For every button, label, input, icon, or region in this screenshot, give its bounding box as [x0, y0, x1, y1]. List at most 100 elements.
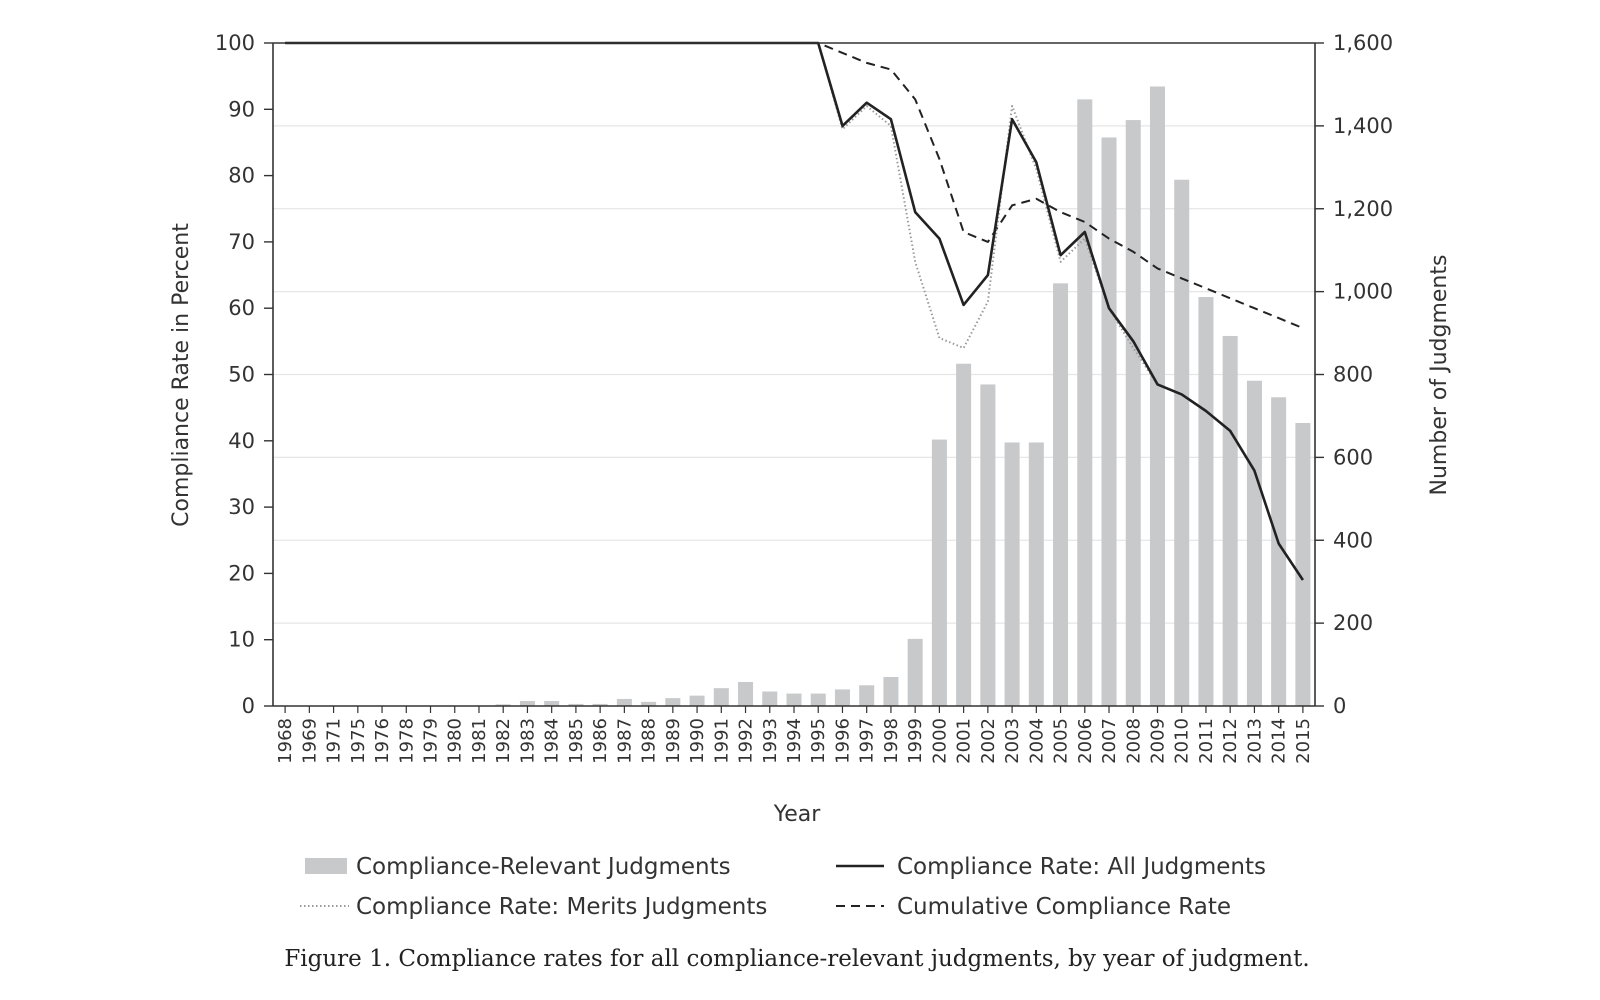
bar-1985 — [568, 703, 584, 706]
bar-2003 — [1004, 442, 1020, 706]
bar-2008 — [1125, 120, 1141, 707]
legend-swatch-bars — [305, 858, 347, 874]
x-tick-label: 1991 — [711, 718, 732, 764]
legend-label-all-judgments: Compliance Rate: All Judgments — [897, 854, 1266, 880]
y-tick-label-right: 200 — [1333, 611, 1373, 635]
bar-1997 — [859, 685, 875, 706]
bar-1990 — [689, 695, 705, 706]
x-tick-label: 2009 — [1148, 718, 1169, 764]
x-tick-label: 1982 — [493, 718, 514, 764]
bar-1995 — [810, 693, 826, 706]
x-tick-label: 2013 — [1244, 718, 1265, 764]
x-tick-label: 2002 — [978, 718, 999, 764]
bar-2010 — [1174, 179, 1190, 706]
x-tick-label: 2003 — [1002, 718, 1023, 764]
x-tick-label: 1998 — [881, 718, 902, 764]
bar-2011 — [1198, 297, 1214, 706]
y-tick-label-left: 0 — [242, 694, 255, 718]
bar-1982 — [495, 704, 511, 706]
x-tick-label: 1994 — [784, 718, 805, 764]
x-tick-label: 1993 — [760, 718, 781, 764]
bar-2015 — [1295, 422, 1311, 706]
bar-2014 — [1271, 397, 1287, 706]
y-tick-label-right: 1,400 — [1333, 114, 1393, 138]
bar-2005 — [1053, 283, 1069, 706]
bar-2007 — [1101, 137, 1117, 707]
x-tick-label: 1988 — [639, 718, 660, 764]
y-tick-label-left: 80 — [228, 164, 255, 188]
bar-1994 — [786, 693, 802, 706]
y-axis-title-left: Compliance Rate in Percent — [169, 223, 194, 527]
y-tick-label-right: 0 — [1333, 694, 1346, 718]
bar-1998 — [883, 676, 899, 706]
bar-2009 — [1149, 86, 1166, 706]
x-tick-label: 1997 — [857, 718, 878, 764]
bar-1993 — [762, 691, 778, 706]
bar-1989 — [665, 698, 681, 706]
y-tick-label-left: 40 — [228, 429, 255, 453]
x-tick-label: 1980 — [445, 718, 466, 764]
y-tick-label-right: 1,600 — [1333, 31, 1393, 55]
x-tick-label: 2008 — [1123, 718, 1144, 764]
x-tick-label: 2012 — [1220, 718, 1241, 764]
bar-2002 — [980, 384, 996, 706]
legend-label-cumulative: Cumulative Compliance Rate — [897, 894, 1231, 920]
bar-1991 — [713, 688, 729, 706]
bar-series — [495, 86, 1311, 707]
x-tick-label: 2001 — [954, 718, 975, 764]
y-tick-label-left: 20 — [228, 561, 255, 585]
x-tick-label: 1990 — [687, 718, 708, 764]
x-tick-label: 1981 — [469, 718, 490, 764]
bar-2006 — [1077, 99, 1093, 707]
bar-2004 — [1028, 442, 1044, 706]
bar-1987 — [616, 698, 632, 706]
x-tick-label: 2000 — [929, 718, 950, 764]
y-tick-label-right: 1,000 — [1333, 280, 1393, 304]
x-tick-label: 2011 — [1196, 718, 1217, 764]
bar-1983 — [519, 701, 535, 706]
y-tick-label-left: 10 — [228, 628, 255, 652]
legend-label-bars: Compliance-Relevant Judgments — [356, 854, 731, 880]
y-tick-label-right: 800 — [1333, 363, 1373, 387]
bar-2013 — [1246, 380, 1262, 706]
x-tick-label: 2014 — [1269, 718, 1290, 764]
y-tick-label-right: 600 — [1333, 445, 1373, 469]
x-tick-label: 2010 — [1172, 718, 1193, 764]
tick-labels: 0 10 20 30 40 50 60 70 80 90 100 0 200 400 600 800 1,000… — [215, 31, 1393, 764]
x-tick-label: 1987 — [614, 718, 635, 764]
bar-2012 — [1222, 335, 1238, 706]
y-tick-label-right: 1,200 — [1333, 197, 1393, 221]
x-tick-label: 1996 — [833, 718, 854, 764]
x-tick-label: 1989 — [663, 718, 684, 764]
x-tick-label: 1983 — [517, 718, 538, 764]
x-tick-label: 1984 — [542, 718, 563, 764]
y-tick-label-left: 30 — [228, 495, 255, 519]
bar-1992 — [738, 681, 754, 706]
figure-caption: Figure 1. Compliance rates for all compl… — [284, 946, 1309, 972]
x-tick-label: 1986 — [590, 718, 611, 764]
x-tick-label: 1969 — [299, 718, 320, 764]
x-tick-label: 1999 — [905, 718, 926, 764]
gridlines — [273, 125, 1315, 624]
y-tick-label-right: 400 — [1333, 528, 1373, 552]
x-tick-label: 1975 — [348, 718, 369, 764]
x-tick-label: 1992 — [736, 718, 757, 764]
bar-1988 — [641, 701, 657, 706]
bar-1999 — [907, 638, 923, 706]
x-tick-label: 2006 — [1075, 718, 1096, 764]
x-tick-label: 1971 — [324, 718, 345, 764]
bar-2000 — [931, 439, 947, 706]
x-tick-label: 2004 — [1026, 718, 1047, 764]
legend: Compliance-Relevant Judgments Compliance… — [300, 854, 1266, 920]
y-tick-label-left: 60 — [228, 296, 255, 320]
x-tick-label: 2007 — [1099, 718, 1120, 764]
x-tick-label: 2015 — [1293, 718, 1314, 764]
x-tick-label: 1979 — [421, 718, 442, 764]
x-tick-label: 2005 — [1051, 718, 1072, 764]
x-tick-label: 1995 — [808, 718, 829, 764]
bar-2001 — [956, 363, 972, 706]
x-tick-label: 1976 — [372, 718, 393, 764]
x-tick-label: 1985 — [566, 718, 587, 764]
bar-1996 — [834, 689, 850, 706]
